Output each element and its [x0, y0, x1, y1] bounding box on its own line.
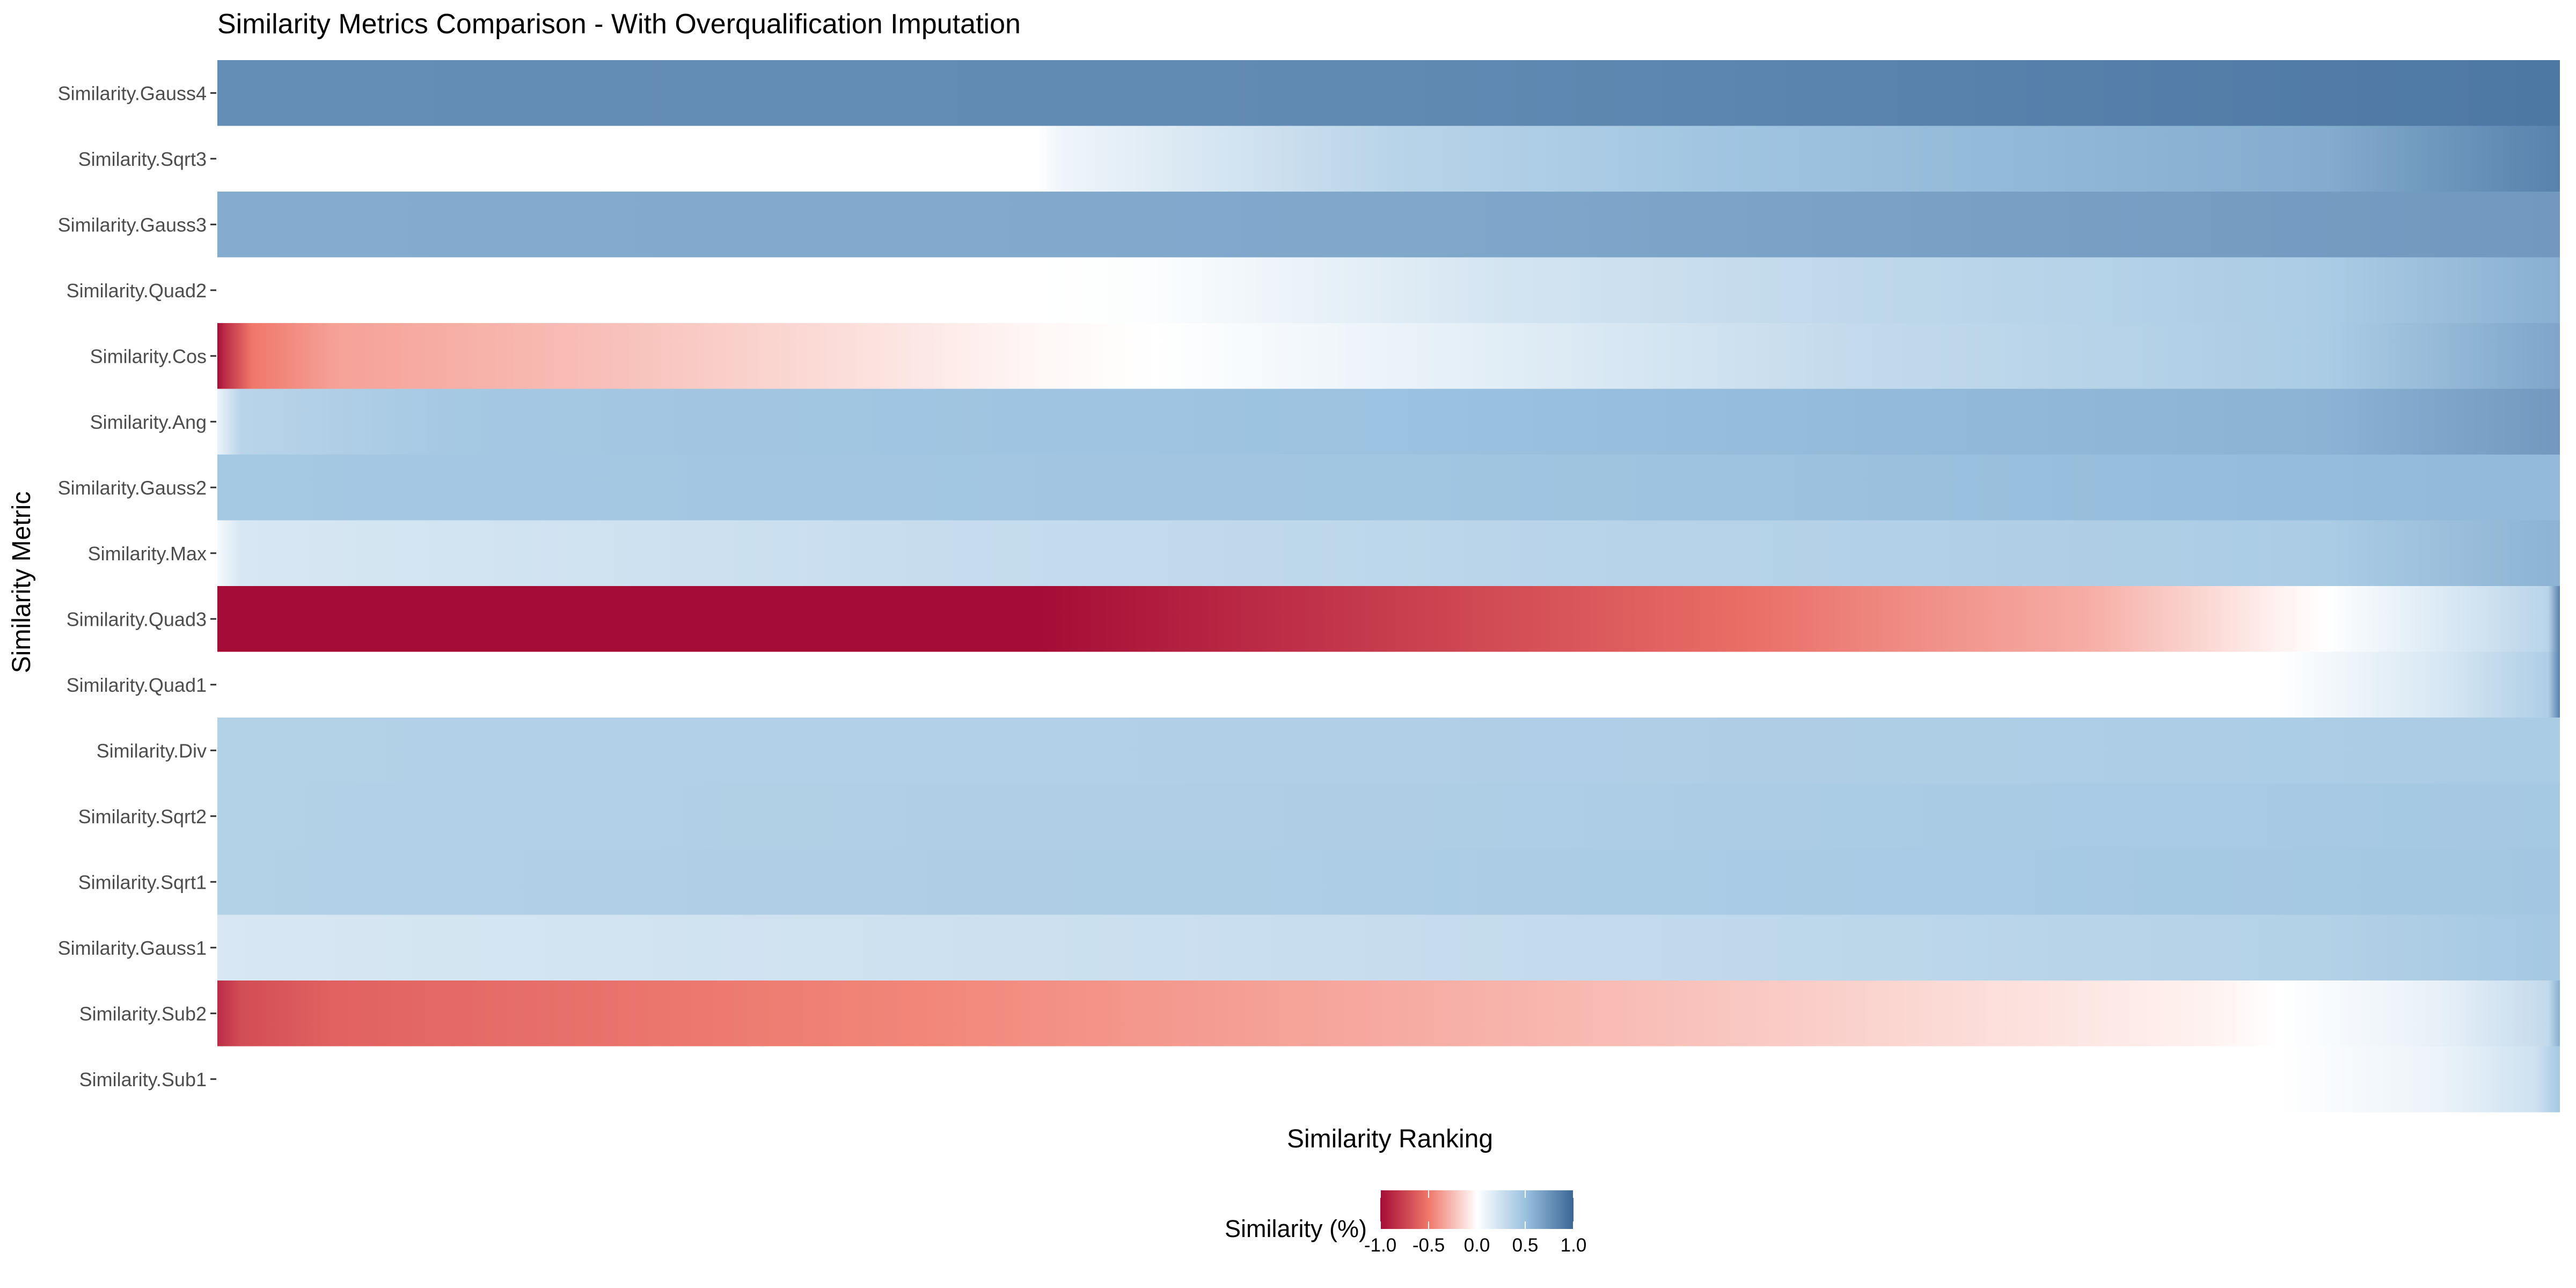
- y-tick-label: Similarity.Quad2: [67, 280, 207, 302]
- y-tick-label: Similarity.Quad3: [67, 608, 207, 630]
- y-tick-label: Similarity.Gauss2: [58, 477, 207, 499]
- heatmap-row: [217, 192, 2560, 258]
- y-axis: Similarity.Gauss4 Similarity.Sqrt3 Similar…: [58, 82, 216, 1091]
- heatmap-row: [217, 1046, 2560, 1113]
- heatmap-row: [217, 849, 2560, 916]
- legend-tick-label: 1.0: [1561, 1235, 1587, 1256]
- y-tick-label: Similarity.Gauss1: [58, 937, 207, 959]
- heatmap-row: [217, 323, 2560, 390]
- legend-title: Similarity (%): [1225, 1215, 1367, 1242]
- y-tick-label: Similarity.Cos: [90, 345, 207, 367]
- heatmap-row: [217, 783, 2560, 850]
- y-tick-label: Similarity.Ang: [90, 411, 207, 433]
- legend-tick-label: 0.5: [1512, 1235, 1539, 1256]
- legend: Similarity (%) -1.0 -0.5 0.0 0.5 1.0: [1225, 1190, 1586, 1256]
- y-tick-label: Similarity.Sqrt2: [78, 806, 207, 828]
- heatmap-row: [217, 60, 2560, 127]
- y-tick-label: Similarity.Gauss4: [58, 82, 207, 104]
- heatmap-row: [217, 520, 2560, 587]
- heatmap-row: [217, 914, 2560, 981]
- chart-title: Similarity Metrics Comparison - With Ove…: [217, 9, 1021, 40]
- y-tick-label: Similarity.Sqrt1: [78, 871, 207, 893]
- legend-tick-label: 0.0: [1464, 1235, 1490, 1256]
- heatmap-row: [217, 257, 2560, 324]
- legend-tick-label: -1.0: [1364, 1235, 1396, 1256]
- heatmap-row: [217, 455, 2560, 521]
- y-tick-label: Similarity.Gauss3: [58, 214, 207, 236]
- heatmap-row: [217, 126, 2560, 192]
- heatmap-row: [217, 389, 2560, 455]
- heatmap-row: [217, 718, 2560, 784]
- y-tick-label: Similarity.Sub1: [79, 1069, 207, 1091]
- y-axis-title: Similarity Metric: [8, 492, 36, 674]
- y-tick-label: Similarity.Div: [97, 740, 207, 762]
- legend-tick-label: -0.5: [1413, 1235, 1445, 1256]
- y-tick-label: Similarity.Max: [88, 543, 207, 565]
- x-axis-title: Similarity Ranking: [1287, 1125, 1493, 1153]
- heatmap-row: [217, 980, 2560, 1047]
- heatmap-rows: [217, 60, 2560, 1113]
- y-tick-label: Similarity.Quad1: [67, 674, 207, 696]
- heatmap-row: [217, 652, 2560, 718]
- heatmap-row: [217, 586, 2560, 653]
- y-tick-label: Similarity.Sub2: [79, 1002, 207, 1024]
- y-tick-label: Similarity.Sqrt3: [78, 148, 207, 170]
